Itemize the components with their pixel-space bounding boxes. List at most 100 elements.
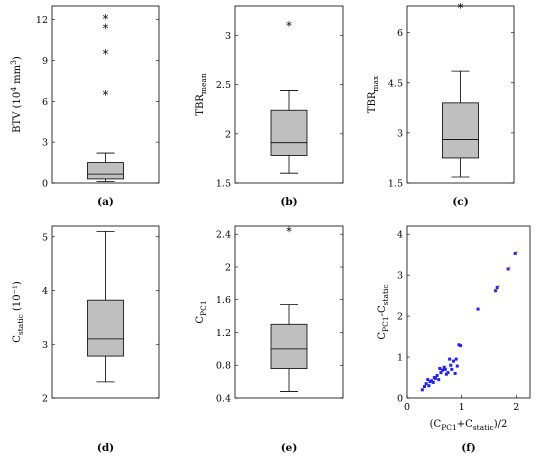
chart-2: 1.5 3 4.5 6 TBRmax * (c) bbox=[367, 1, 515, 208]
chart-3: 2 3 4 5 Cstatic (10⁻¹) (d) bbox=[12, 225, 160, 454]
y-tick-label: 0 bbox=[42, 179, 48, 190]
y-tick-label: 0 bbox=[397, 394, 403, 405]
y-axis-label: CPC1-Cstatic bbox=[377, 284, 390, 339]
scatter-point bbox=[424, 382, 428, 386]
chart-5: 0 1 2 3 4 CPC1-Cstatic 0 1 2 (CPC1+Cstatic)/2 (f) bbox=[377, 225, 531, 454]
scatter-point bbox=[426, 378, 430, 382]
iqr-box bbox=[270, 109, 308, 156]
y-tick-label: 1.6 bbox=[216, 295, 231, 306]
iqr-box bbox=[87, 299, 124, 357]
y-tick-label: 3 bbox=[225, 31, 231, 42]
y-tick-label: 2 bbox=[225, 129, 231, 140]
y-tick-label: 2 bbox=[42, 394, 48, 405]
scatter-point bbox=[435, 373, 439, 377]
scatter-point bbox=[428, 380, 432, 384]
y-tick-label: 3 bbox=[42, 340, 48, 351]
panel-caption: (b) bbox=[280, 196, 297, 208]
scatter-point bbox=[453, 371, 457, 375]
y-tick-label: 4.5 bbox=[388, 78, 403, 89]
y-tick-label: 5 bbox=[42, 232, 48, 243]
y-tick-label: 6 bbox=[42, 97, 48, 108]
outlier-point: * bbox=[103, 47, 109, 61]
scatter-point bbox=[446, 371, 450, 375]
panel-caption: (f) bbox=[461, 442, 475, 454]
scatter-point bbox=[437, 378, 441, 382]
scatter-point-accent bbox=[498, 285, 500, 287]
y-tick-label: 1.5 bbox=[388, 179, 403, 190]
x-tick-label: 1 bbox=[459, 402, 465, 413]
y-tick-label: 1 bbox=[397, 353, 403, 364]
scatter-point bbox=[457, 343, 461, 347]
iqr-box bbox=[270, 323, 308, 369]
scatter-point bbox=[455, 364, 459, 368]
panel-caption: (c) bbox=[452, 196, 468, 208]
panel-caption: (d) bbox=[97, 442, 114, 454]
scatter-point bbox=[495, 285, 499, 289]
x-tick-label: 2 bbox=[513, 402, 519, 413]
outlier-point: * bbox=[286, 224, 292, 238]
chart-4: 0.4 0.8 1.2 1.6 2 2.4 CPC1 * (e) bbox=[195, 224, 344, 454]
panel-caption: (a) bbox=[97, 196, 114, 208]
y-tick-label: 3 bbox=[397, 271, 403, 282]
scatter-point-accent bbox=[508, 266, 511, 269]
y-tick-label: 3 bbox=[397, 128, 403, 139]
y-axis-label: BTV (104 mm3) bbox=[9, 56, 23, 133]
y-axis-label: CPC1 bbox=[195, 300, 208, 323]
plot-frame bbox=[51, 5, 160, 184]
plot-frame bbox=[406, 225, 531, 399]
y-tick-label: 4 bbox=[397, 230, 403, 241]
scatter-point bbox=[438, 367, 442, 371]
outlier-point: * bbox=[103, 12, 109, 26]
scatter-point bbox=[442, 365, 446, 369]
scatter-point bbox=[430, 379, 434, 383]
scatter-point bbox=[449, 363, 453, 367]
scatter-point bbox=[439, 371, 443, 375]
x-axis-label: (CPC1+Cstatic)/2 bbox=[430, 419, 508, 432]
scatter-point bbox=[427, 384, 431, 388]
scatter-point bbox=[450, 367, 454, 371]
scatter-point bbox=[443, 367, 447, 371]
plot-frame bbox=[406, 5, 515, 184]
x-tick-label: 0 bbox=[404, 402, 410, 413]
y-tick-label: 3 bbox=[42, 138, 48, 149]
scatter-point bbox=[513, 251, 517, 255]
scatter-point bbox=[448, 357, 452, 361]
scatter-point bbox=[506, 267, 510, 271]
scatter-point bbox=[459, 344, 463, 348]
outlier-point: * bbox=[103, 21, 109, 35]
scatter-point bbox=[431, 380, 435, 384]
y-tick-label: 1.5 bbox=[216, 179, 231, 190]
plot-frame bbox=[51, 225, 160, 399]
y-axis-label: TBRmean bbox=[195, 73, 208, 116]
y-tick-label: 4 bbox=[42, 286, 48, 297]
y-axis-label: Cstatic (10⁻¹) bbox=[12, 281, 25, 343]
iqr-box bbox=[442, 102, 479, 159]
y-tick-label: 2.5 bbox=[216, 80, 231, 91]
y-tick-label: 0.8 bbox=[216, 361, 231, 372]
y-tick-label: 1.2 bbox=[216, 328, 231, 339]
scatter-point-accent bbox=[496, 288, 498, 291]
scatter-point bbox=[454, 357, 458, 361]
y-tick-label: 0.4 bbox=[216, 394, 231, 405]
plot-frame bbox=[234, 5, 344, 184]
outlier-point: * bbox=[103, 88, 109, 102]
y-tick-label: 2.4 bbox=[216, 230, 231, 241]
scatter-point-accent bbox=[516, 251, 518, 253]
scatter-point bbox=[451, 359, 455, 363]
plot-frame bbox=[234, 225, 344, 399]
y-tick-label: 9 bbox=[42, 56, 48, 67]
chart-1: 1.5 2 2.5 3 TBRmean * (b) bbox=[195, 5, 344, 208]
scatter-point bbox=[433, 376, 437, 380]
outlier-point: * bbox=[458, 1, 464, 15]
iqr-box bbox=[87, 162, 124, 180]
scatter-point bbox=[494, 289, 498, 293]
y-tick-label: 6 bbox=[397, 28, 403, 39]
scatter-point bbox=[476, 307, 480, 311]
scatter-point bbox=[422, 385, 426, 389]
y-tick-label: 2 bbox=[397, 312, 403, 323]
outlier-point: * bbox=[286, 19, 292, 33]
y-axis-label: TBRmax bbox=[367, 75, 380, 113]
y-tick-label: 2 bbox=[225, 262, 231, 273]
